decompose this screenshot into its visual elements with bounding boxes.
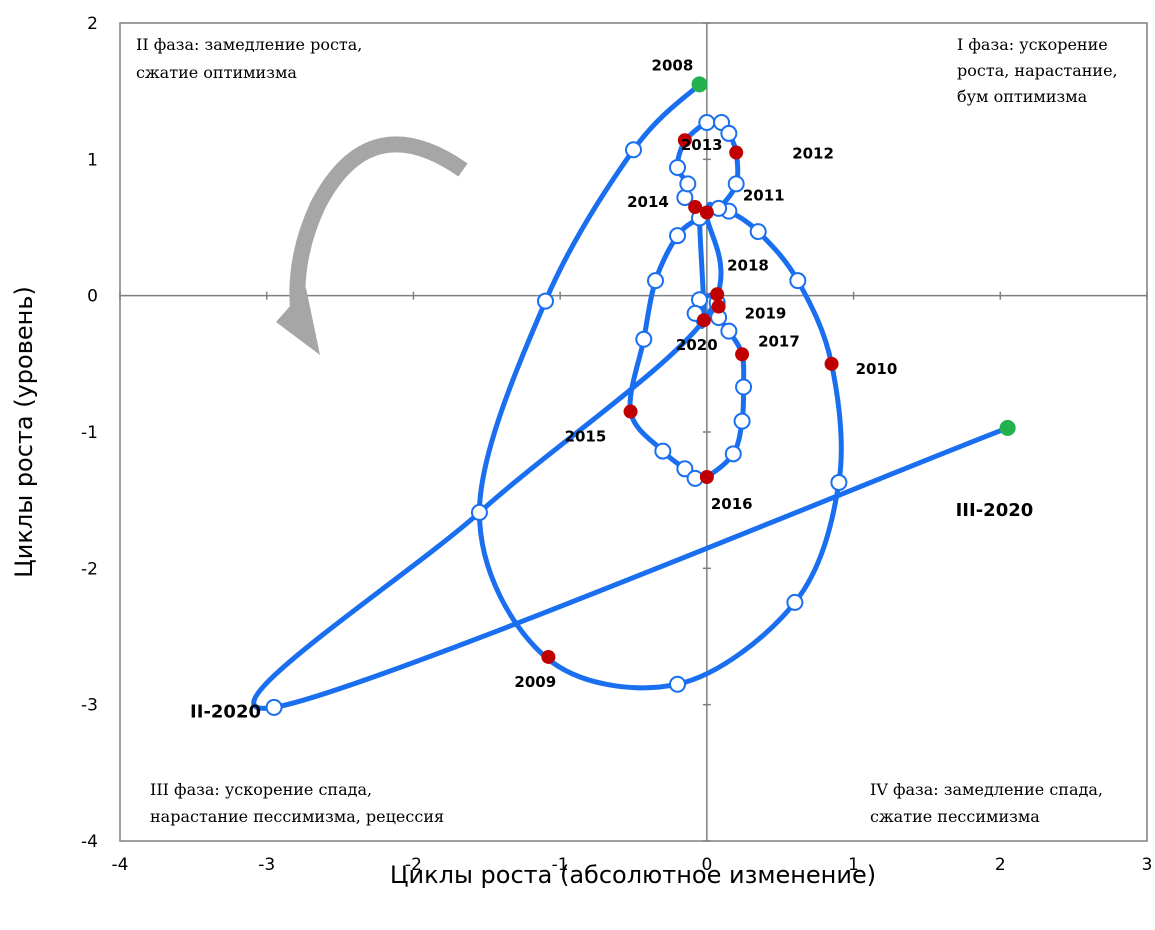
quarter-point xyxy=(669,675,687,693)
quarter-point xyxy=(720,124,738,142)
year-point-2020 xyxy=(696,313,711,328)
phase-bottom-right-line2: сжатие пессимизма xyxy=(870,807,1040,826)
year-point-2011 xyxy=(699,205,714,220)
quarter-point xyxy=(733,412,751,430)
year-point-2013 xyxy=(677,133,692,148)
y-tick-label: -1 xyxy=(81,423,98,443)
quarter-point xyxy=(265,698,283,716)
y-axis-title: Циклы роста (уровень) xyxy=(10,286,38,578)
year-label-2009: 2009 xyxy=(514,673,556,691)
quarter-point xyxy=(735,378,753,396)
quarter-point xyxy=(654,442,672,460)
x-tick-label: 3 xyxy=(1142,855,1153,875)
phase-label-top-left: II фаза: замедление роста, сжатие оптими… xyxy=(136,35,362,82)
tick-labels: -4 -3 -2 -1 0 1 2 3 2 1 0 -1 -2 -3 -4 xyxy=(81,14,1152,875)
phase-bottom-left-line2: нарастание пессимизма, рецессия xyxy=(150,807,444,826)
quarter-point xyxy=(720,322,738,340)
year-label-2010: 2010 xyxy=(856,360,898,378)
quarter-point xyxy=(647,272,665,290)
quarter-point xyxy=(789,272,807,290)
x-axis-title: Циклы роста (абсолютное изменение) xyxy=(390,861,876,889)
quarter-point xyxy=(786,593,804,611)
quarter-point xyxy=(635,330,653,348)
end-label-III-2020: III-2020 xyxy=(956,500,1034,521)
year-point-2009 xyxy=(541,649,556,664)
quarter-points xyxy=(265,114,848,716)
phase-top-left-line1: II фаза: замедление роста, xyxy=(136,35,362,54)
rotation-arrow-icon xyxy=(276,136,468,355)
year-label-2015: 2015 xyxy=(565,428,607,446)
y-tick-label: 0 xyxy=(87,287,98,307)
year-label-2014: 2014 xyxy=(627,193,669,211)
x-tick-label: 0 xyxy=(701,855,712,875)
quarter-point xyxy=(698,114,716,132)
year-label-2017: 2017 xyxy=(758,332,800,350)
year-label-2013: 2013 xyxy=(681,136,723,154)
phase-label-top-right: I фаза: ускорение роста, нарастание, бум… xyxy=(957,35,1118,106)
phase-label-bottom-left: III фаза: ускорение спада, нарастание пе… xyxy=(150,780,444,826)
year-point-2016 xyxy=(699,469,714,484)
phase-top-right-line2: роста, нарастание, xyxy=(957,61,1118,80)
year-label-2011: 2011 xyxy=(743,187,785,205)
year-point-2014 xyxy=(688,200,703,215)
cycle-line xyxy=(251,81,1011,711)
year-label-2019: 2019 xyxy=(745,305,787,323)
y-tick-label: 2 xyxy=(87,14,98,34)
x-tick-label: 1 xyxy=(848,855,859,875)
quarter-point xyxy=(536,292,554,310)
quarter-point xyxy=(724,445,742,463)
x-tick-label: -3 xyxy=(258,855,275,875)
year-points: 2009 2010 2011 2012 2013 2014 2015 2016 2017 2018… xyxy=(514,133,897,691)
quarter-point xyxy=(727,175,745,193)
quarter-point xyxy=(470,503,488,521)
quarter-point xyxy=(830,473,848,491)
plot-frame xyxy=(119,22,1148,842)
year-point-2012 xyxy=(729,145,744,160)
quarter-point xyxy=(676,460,694,478)
y-tick-label: -3 xyxy=(81,696,98,716)
year-point-2010 xyxy=(824,356,839,371)
year-label-2018: 2018 xyxy=(727,256,769,274)
year-label-2020: 2020 xyxy=(676,336,718,354)
y-tick-label: -2 xyxy=(81,559,98,579)
year-label-2016: 2016 xyxy=(711,495,753,513)
quarter-point xyxy=(669,227,687,245)
x-tick-label: -2 xyxy=(405,855,422,875)
phase-top-right-line1: I фаза: ускорение xyxy=(957,35,1108,54)
year-point-2017 xyxy=(735,347,750,362)
y-tick-label: -4 xyxy=(81,832,98,852)
year-point-2015 xyxy=(623,404,638,419)
quarter-point xyxy=(679,175,697,193)
x-tick-label: -4 xyxy=(112,855,129,875)
phase-bottom-left-line1: III фаза: ускорение спада, xyxy=(150,780,372,799)
x-tick-label: -1 xyxy=(552,855,569,875)
quarter-point xyxy=(625,141,642,159)
end-point-III-2020 xyxy=(999,419,1016,436)
year-label-2012: 2012 xyxy=(792,145,834,163)
end-label-2008: 2008 xyxy=(652,56,694,74)
quarter-point xyxy=(749,223,767,241)
year-point-2019 xyxy=(711,299,726,314)
x-tick-label: 2 xyxy=(995,855,1006,875)
phase-top-left-line2: сжатие оптимизма xyxy=(136,63,297,82)
year-point-2018 xyxy=(710,287,725,302)
quarter-point xyxy=(669,159,687,177)
phase-label-bottom-right: IV фаза: замедление спада, сжатие пессим… xyxy=(870,780,1103,826)
end-point-2008 xyxy=(691,76,708,93)
y-tick-label: 1 xyxy=(87,150,98,170)
point-label-II-2020: II-2020 xyxy=(190,701,261,722)
phase-bottom-right-line1: IV фаза: замедление спада, xyxy=(870,780,1103,799)
end-points: 2008 III-2020 II-2020 xyxy=(190,56,1033,722)
phase-top-right-line3: бум оптимизма xyxy=(957,87,1088,106)
